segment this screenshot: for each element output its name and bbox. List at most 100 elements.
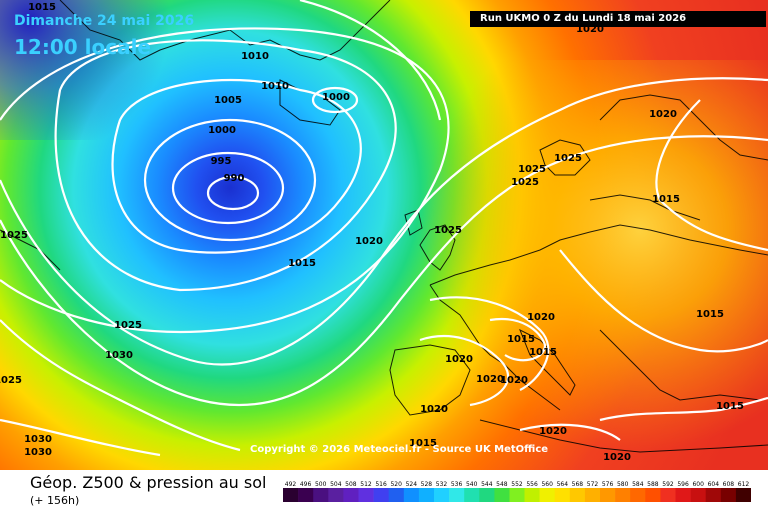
forecast-lead-time: (+ 156h) — [30, 494, 80, 507]
scale-swatch — [358, 488, 374, 502]
scale-swatch — [660, 488, 676, 502]
scale-swatch — [449, 488, 465, 502]
isobar-label: 1020 — [576, 24, 604, 35]
scale-tick-label: 608 — [723, 481, 735, 488]
isobar-label: 1030 — [105, 350, 133, 361]
scale-swatch — [539, 488, 555, 502]
isobar-label: 1015 — [652, 194, 680, 205]
scale-swatch — [328, 488, 344, 502]
scale-swatch — [434, 488, 450, 502]
isobar-label: 1025 — [0, 230, 28, 241]
isobar-label: 1015 — [529, 347, 557, 358]
scale-tick-label: 584 — [632, 481, 644, 488]
scale-swatch — [298, 488, 314, 502]
isobar-label: 1015 — [696, 309, 724, 320]
isobar-label: 1025 — [434, 225, 462, 236]
scale-tick-label: 532 — [436, 481, 448, 488]
isobar-label: 1000 — [208, 125, 236, 136]
scale-tick-label: 508 — [345, 481, 357, 488]
scale-tick-label: 592 — [662, 481, 674, 488]
scale-tick-label: 500 — [315, 481, 327, 488]
scale-tick-label: 496 — [300, 481, 312, 488]
east-ridge — [400, 60, 768, 470]
scale-swatch — [509, 488, 525, 502]
scale-swatch — [403, 488, 420, 502]
isobar-label: 1025 — [554, 153, 582, 164]
forecast-date: Dimanche 24 mai 2026 — [14, 13, 195, 29]
scale-swatch — [524, 488, 540, 502]
geopotential-map: 1015 1010 1010 1005 1000 1000 995 990 10… — [0, 0, 768, 470]
scale-swatch — [600, 488, 616, 502]
run-info-banner: Run UKMO 0 Z du Lundi 18 mai 2026 — [470, 11, 766, 27]
isobar-label: 1030 — [24, 434, 52, 445]
scale-swatch — [569, 488, 586, 502]
scale-tick-label: 516 — [375, 481, 387, 488]
isobar-label: 1030 — [24, 447, 52, 458]
isobar-label: 1020 — [500, 375, 528, 386]
scale-tick-label: 556 — [526, 481, 538, 488]
isobar-label: 1015 — [409, 438, 437, 449]
isobar-labels: 1015 1010 1010 1005 1000 1000 995 990 10… — [0, 2, 744, 463]
scale-tick-label: 580 — [617, 481, 629, 488]
copyright-notice: Copyright © 2026 Meteociel.fr - Source U… — [250, 444, 549, 455]
isobar-label: 1020 — [355, 236, 383, 247]
isobar-lines — [0, 0, 768, 455]
scale-swatch — [388, 488, 405, 502]
scale-tick-label: 528 — [421, 481, 433, 488]
scale-tick-label: 588 — [647, 481, 659, 488]
isobar-label: 990 — [224, 173, 245, 184]
scale-swatch — [675, 488, 691, 502]
isobar-label: 1020 — [476, 374, 504, 385]
scale-tick-label: 524 — [406, 481, 418, 488]
isobar-label: 1010 — [241, 51, 269, 62]
scale-tick-label: 612 — [738, 481, 750, 488]
scale-swatch — [479, 488, 495, 502]
scale-tick-label: 548 — [496, 481, 508, 488]
scale-tick-label: 560 — [541, 481, 553, 488]
scale-swatch — [494, 488, 510, 502]
isobar-label: 1020 — [420, 404, 448, 415]
isobar-label: 1020 — [649, 109, 677, 120]
scale-swatch — [690, 488, 706, 502]
isobar-label: 1015 — [288, 258, 316, 269]
isobar-label: 1010 — [261, 81, 289, 92]
scale-tick-label: 492 — [285, 481, 297, 488]
isobar-label: 1015 — [507, 334, 535, 345]
scale-tick-label: 552 — [511, 481, 523, 488]
scale-swatch — [464, 488, 480, 502]
scale-tick-label: 536 — [451, 481, 463, 488]
scale-swatch — [554, 488, 571, 502]
northwest-trough — [0, 0, 200, 140]
forecast-time: 12:00 locale — [14, 35, 151, 59]
scale-tick-label: 520 — [390, 481, 402, 488]
scale-tick-label: 604 — [708, 481, 720, 488]
scale-tick-label: 568 — [572, 481, 584, 488]
scale-tick-label: 512 — [360, 481, 372, 488]
isobar-label: 1025 — [511, 177, 539, 188]
isobar-label: 1015 — [28, 2, 56, 13]
isobar-label: 1015 — [716, 401, 744, 412]
scale-swatch — [735, 488, 751, 502]
isobar-label: 1005 — [214, 95, 242, 106]
scale-tick-label: 564 — [557, 481, 569, 488]
scale-swatch — [418, 488, 435, 502]
field-title: Géop. Z500 & pression au sol — [30, 473, 267, 492]
isobar-label: 1025 — [0, 375, 22, 386]
isobar-label: 1020 — [527, 312, 555, 323]
isobar-label: 995 — [211, 156, 232, 167]
scale-swatch — [645, 488, 661, 502]
scale-swatch — [615, 488, 631, 502]
isobar-label: 1020 — [603, 452, 631, 463]
scale-swatch — [343, 488, 359, 502]
scale-tick-label: 544 — [481, 481, 493, 488]
scale-swatch — [584, 488, 601, 502]
scale-swatch — [373, 488, 389, 502]
scale-tick-label: 576 — [602, 481, 614, 488]
scale-tick-label: 504 — [330, 481, 342, 488]
scale-tick-label: 540 — [466, 481, 478, 488]
scale-swatch — [313, 488, 329, 502]
isobar-label: 1020 — [445, 354, 473, 365]
scale-swatch — [720, 488, 737, 502]
scale-tick-label: 596 — [677, 481, 689, 488]
